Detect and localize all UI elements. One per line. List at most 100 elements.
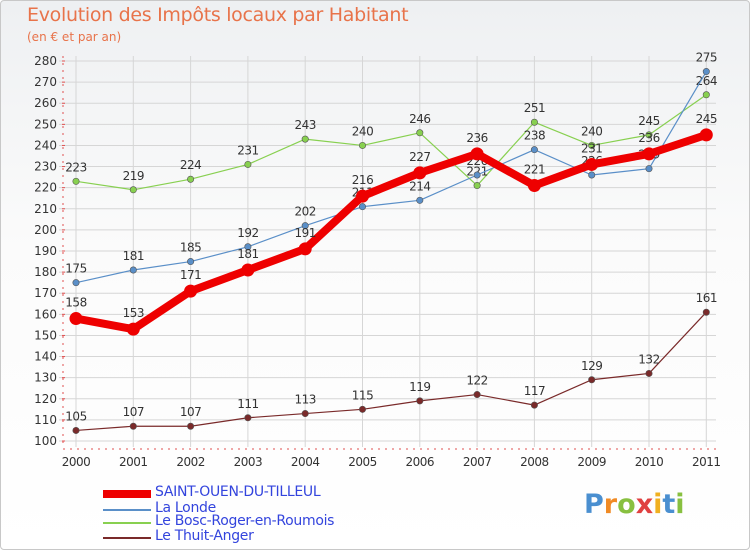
x-tick-label: 2008 <box>520 455 549 469</box>
x-tick-label: 2001 <box>119 455 148 469</box>
logo-letter: o <box>617 489 636 520</box>
data-label-2: 240 <box>581 124 602 138</box>
data-point-3 <box>129 422 137 430</box>
data-label-0: 216 <box>352 173 373 187</box>
data-point-3 <box>301 410 309 418</box>
data-label-0: 171 <box>180 268 201 282</box>
data-label-0: 236 <box>466 131 487 145</box>
data-point-2 <box>588 141 596 149</box>
data-label-1: 192 <box>237 226 258 240</box>
data-label-0: 181 <box>237 247 258 261</box>
data-point-1 <box>301 222 309 230</box>
y-tick-label: 240 <box>34 138 57 152</box>
x-tick-label: 2010 <box>635 455 664 469</box>
y-tick-label: 210 <box>34 202 57 216</box>
logo-letter: t <box>662 489 676 520</box>
x-tick-label: 2009 <box>577 455 606 469</box>
data-point-2 <box>187 175 195 183</box>
data-point-0 <box>69 312 83 326</box>
y-tick-label: 170 <box>34 286 57 300</box>
data-point-0 <box>413 166 427 180</box>
data-label-2: 243 <box>294 118 315 132</box>
data-point-3 <box>530 401 538 409</box>
data-point-1 <box>645 165 653 173</box>
data-label-0: 191 <box>294 226 315 240</box>
data-label-3: 122 <box>466 374 487 388</box>
data-point-1 <box>702 68 710 76</box>
data-label-1: 185 <box>180 241 201 255</box>
data-point-1 <box>358 203 366 211</box>
legend-label-1: La Londe <box>155 500 216 516</box>
legend-label-0: SAINT-OUEN-DU-TILLEUL <box>155 484 321 500</box>
data-point-3 <box>244 414 252 422</box>
data-point-2 <box>301 135 309 143</box>
data-label-2: 264 <box>696 74 717 88</box>
y-tick-label: 100 <box>34 434 57 448</box>
data-label-1: 181 <box>123 249 144 263</box>
y-tick-label: 270 <box>34 75 57 89</box>
data-point-2 <box>645 131 653 139</box>
x-tick-label: 2004 <box>291 455 320 469</box>
legend-label-2: Le Bosc-Roger-en-Roumois <box>155 513 335 529</box>
x-tick-label: 2002 <box>176 455 205 469</box>
chart-title: Evolution des Impôts locaux par Habitant <box>27 4 409 26</box>
data-label-0: 245 <box>696 112 717 126</box>
data-label-0: 227 <box>409 150 430 164</box>
y-tick-label: 190 <box>34 244 57 258</box>
data-point-0 <box>585 157 599 171</box>
data-label-1: 238 <box>524 129 545 143</box>
data-point-0 <box>241 263 255 277</box>
data-label-3: 115 <box>352 388 373 402</box>
data-point-3 <box>416 397 424 405</box>
data-point-0 <box>470 147 484 161</box>
series-line-3 <box>75 311 707 432</box>
data-point-2 <box>416 129 424 137</box>
data-point-2 <box>358 141 366 149</box>
series-line-2 <box>75 94 707 191</box>
data-point-1 <box>588 171 596 179</box>
data-label-3: 132 <box>638 352 659 366</box>
x-tick-label: 2011 <box>692 455 721 469</box>
data-point-3 <box>358 405 366 413</box>
data-label-3: 105 <box>65 409 86 423</box>
data-point-3 <box>187 422 195 430</box>
data-point-0 <box>184 284 198 298</box>
data-label-2: 240 <box>352 124 373 138</box>
data-point-1 <box>129 266 137 274</box>
data-label-2: 251 <box>524 101 545 115</box>
x-tick-label: 2003 <box>234 455 263 469</box>
data-point-1 <box>473 171 481 179</box>
x-tick-label: 2007 <box>463 455 492 469</box>
x-tick-label: 2005 <box>348 455 377 469</box>
data-point-2 <box>702 91 710 99</box>
logo-letter: x <box>635 489 654 520</box>
y-tick-label: 180 <box>34 265 57 279</box>
data-label-1: 202 <box>294 205 315 219</box>
logo-letter: P <box>584 489 604 520</box>
x-tick-label: 2006 <box>406 455 435 469</box>
data-point-2 <box>129 186 137 194</box>
y-tick-label: 200 <box>34 223 57 237</box>
data-label-1: 175 <box>65 262 86 276</box>
data-label-1: 214 <box>409 179 430 193</box>
data-label-2: 246 <box>409 112 430 126</box>
data-point-3 <box>702 308 710 316</box>
data-point-1 <box>530 146 538 154</box>
data-label-2: 219 <box>123 169 144 183</box>
data-point-0 <box>642 147 656 161</box>
data-label-0: 231 <box>581 141 602 155</box>
data-label-3: 119 <box>409 380 430 394</box>
data-point-1 <box>72 279 80 287</box>
x-tick-label: 2000 <box>62 455 91 469</box>
data-point-2 <box>72 177 80 185</box>
proxiti-logo: Proxiti <box>584 489 685 520</box>
y-tick-label: 130 <box>34 371 57 385</box>
data-label-3: 113 <box>294 393 315 407</box>
data-point-3 <box>645 369 653 377</box>
data-label-3: 117 <box>524 384 545 398</box>
data-label-3: 107 <box>180 405 201 419</box>
data-label-0: 221 <box>524 163 545 177</box>
data-point-0 <box>527 179 541 193</box>
logo-letter: i <box>675 489 685 520</box>
data-point-0 <box>298 242 312 256</box>
